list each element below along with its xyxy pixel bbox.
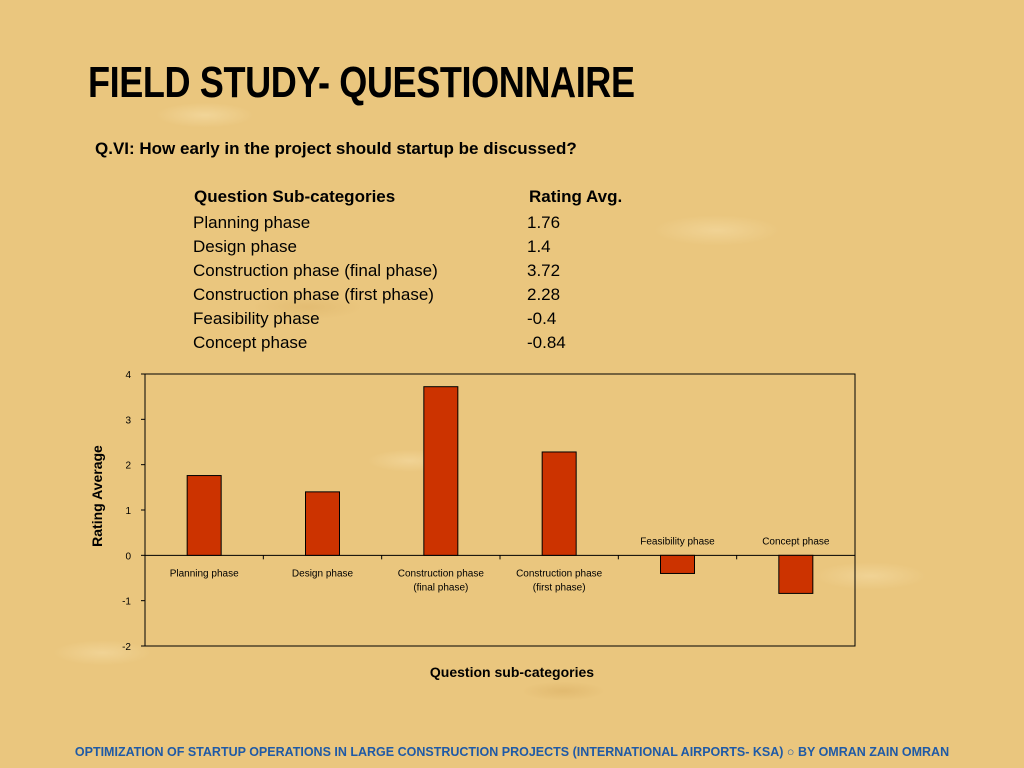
bar [186,475,222,556]
y-tick-label: 0 [125,551,131,562]
category-label: Construction phase (first phase) [516,568,603,593]
x-axis-title: Question sub-categories [430,664,594,680]
page-title: FIELD STUDY- QUESTIONNAIRE [88,58,635,107]
row-value: -0.84 [527,333,566,352]
category-label: Feasibility phase [640,536,715,547]
table-row: Planning phase 1.76 [193,213,613,237]
row-value: -0.4 [527,309,557,328]
row-label: Construction phase (first phase) [193,285,434,304]
question-text: Q.VI: How early in the project should st… [95,139,577,158]
row-label: Construction phase (final phase) [193,261,438,280]
row-value: 1.4 [527,237,551,256]
table-row: Construction phase (first phase) 2.28 [193,285,613,309]
plot-area [144,373,856,647]
row-label: Concept phase [193,333,308,352]
bar [305,491,340,556]
row-value: 3.72 [527,261,561,280]
table-row: Design phase 1.4 [193,237,613,261]
y-tick-label: -2 [122,642,131,653]
row-label: Planning phase [193,213,311,232]
table-header-rating: Rating Avg. [529,187,623,206]
y-axis-title: Rating Average [89,445,105,547]
table-row: Feasibility phase -0.4 [193,309,613,333]
bar [778,554,814,594]
y-tick-label: 2 [125,461,131,472]
y-tick-label: 3 [125,415,131,426]
row-value: 1.76 [527,213,561,232]
category-label: Construction phase (final phase) [398,568,485,593]
category-label: Concept phase [762,536,830,547]
row-value: 2.28 [527,285,561,304]
bar [423,386,459,556]
bar [541,451,577,556]
row-label: Design phase [193,237,297,256]
table-header-category: Question Sub-categories [194,187,396,206]
table-row: Construction phase (final phase) 3.72 [193,261,613,285]
y-tick-label: 1 [125,506,131,517]
category-label: Planning phase [170,568,239,579]
row-label: Feasibility phase [193,309,320,328]
category-label: Design phase [292,568,354,579]
bar [660,554,695,574]
footer-text: OPTIMIZATION OF STARTUP OPERATIONS IN LA… [74,745,950,759]
y-tick-label: -1 [122,597,131,608]
y-tick-label: 4 [125,370,131,381]
table-row: Concept phase -0.84 [193,333,613,357]
